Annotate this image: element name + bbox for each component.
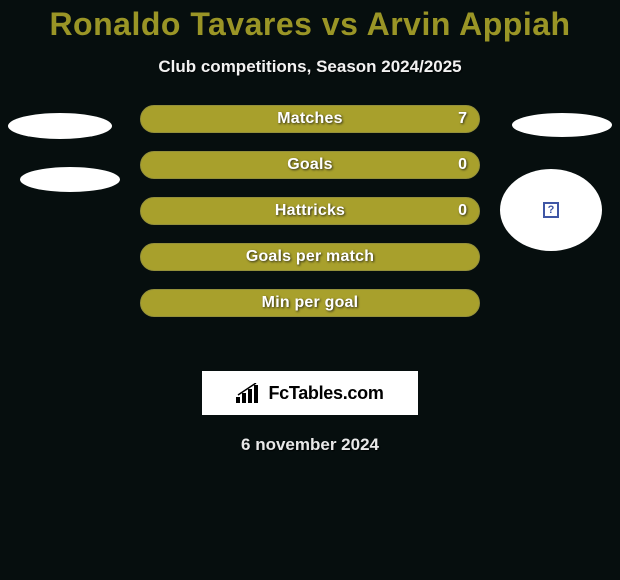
stat-value: 0 xyxy=(458,202,467,220)
stat-bar-goals: Goals 0 xyxy=(140,151,480,179)
left-player-shadow-1 xyxy=(8,113,112,139)
page-subtitle: Club competitions, Season 2024/2025 xyxy=(158,57,461,77)
stat-value: 7 xyxy=(458,110,467,128)
brand-text: FcTables.com xyxy=(268,383,383,404)
stat-bar-hattricks: Hattricks 0 xyxy=(140,197,480,225)
missing-image-icon xyxy=(543,202,559,218)
bar-chart-icon xyxy=(236,383,262,403)
footer-date: 6 november 2024 xyxy=(241,435,379,455)
right-player-avatar-placeholder xyxy=(500,169,602,251)
stat-label: Min per goal xyxy=(262,294,359,312)
stat-label: Matches xyxy=(277,110,342,128)
stat-bars: Matches 7 Goals 0 Hattricks 0 Goals per … xyxy=(140,105,480,317)
stat-label: Goals xyxy=(287,156,332,174)
root: Ronaldo Tavares vs Arvin Appiah Club com… xyxy=(0,0,620,455)
brand-badge: FcTables.com xyxy=(202,371,418,415)
stat-value: 0 xyxy=(458,156,467,174)
page-title: Ronaldo Tavares vs Arvin Appiah xyxy=(49,6,570,43)
right-player-shadow xyxy=(512,113,612,137)
left-player-shadow-2 xyxy=(20,167,120,192)
stat-bar-goals-per-match: Goals per match xyxy=(140,243,480,271)
stat-label: Hattricks xyxy=(275,202,345,220)
stat-label: Goals per match xyxy=(246,248,374,266)
comparison-arena: Matches 7 Goals 0 Hattricks 0 Goals per … xyxy=(0,105,620,365)
stat-bar-min-per-goal: Min per goal xyxy=(140,289,480,317)
stat-bar-matches: Matches 7 xyxy=(140,105,480,133)
